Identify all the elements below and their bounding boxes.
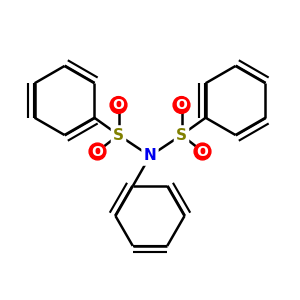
Text: S: S xyxy=(113,128,124,142)
Circle shape xyxy=(173,97,190,113)
Text: O: O xyxy=(112,98,124,112)
Text: N: N xyxy=(144,148,156,164)
Text: S: S xyxy=(176,128,187,142)
Text: O: O xyxy=(196,145,208,158)
Circle shape xyxy=(110,97,127,113)
Circle shape xyxy=(194,143,211,160)
Text: O: O xyxy=(92,145,104,158)
Circle shape xyxy=(89,143,106,160)
Text: O: O xyxy=(176,98,188,112)
